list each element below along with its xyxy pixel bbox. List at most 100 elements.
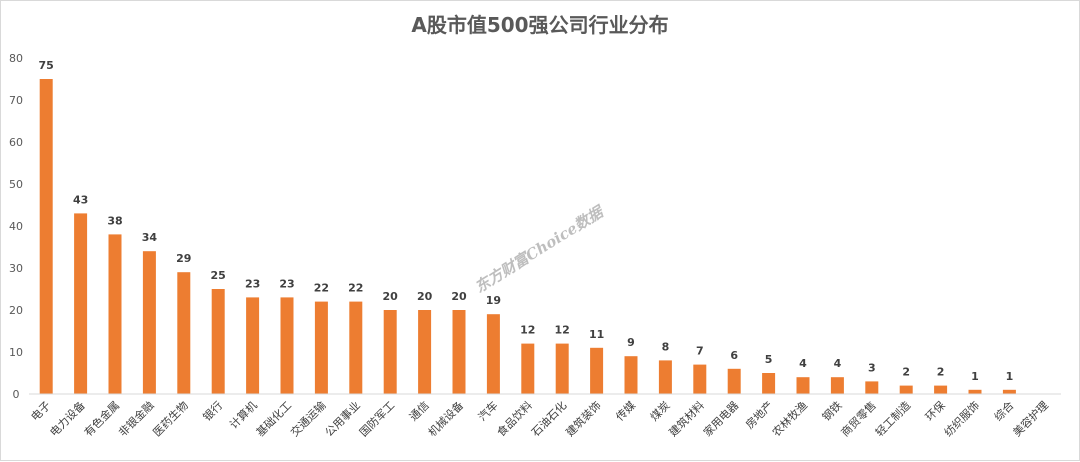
data-label: 20	[451, 290, 467, 303]
data-label: 4	[799, 357, 807, 370]
x-tick-label: 电力设备	[47, 398, 88, 439]
y-axis: 0 10 20 30 40 50 60 70 80	[9, 52, 23, 401]
data-label: 75	[39, 59, 54, 72]
data-label: 20	[383, 290, 399, 303]
bar	[830, 377, 844, 394]
y-tick-label: 60	[9, 136, 23, 149]
bar	[280, 297, 294, 394]
bar	[246, 297, 260, 394]
data-label: 11	[589, 328, 604, 341]
data-label: 7	[696, 345, 704, 358]
data-label: 12	[555, 324, 570, 337]
bar	[521, 343, 535, 394]
data-label: 1	[971, 370, 979, 383]
y-tick-label: 70	[9, 94, 23, 107]
y-tick-label: 50	[9, 178, 23, 191]
x-tick-label: 商贸零售	[838, 398, 879, 439]
bar	[968, 389, 982, 394]
bar	[211, 289, 225, 394]
bar	[762, 373, 776, 394]
data-label: 23	[245, 277, 260, 290]
bar	[314, 301, 328, 394]
data-label: 2	[902, 366, 910, 379]
bar	[934, 385, 948, 394]
bar	[590, 347, 604, 394]
x-tick-label: 钢铁	[820, 399, 845, 424]
data-label: 23	[279, 277, 294, 290]
data-label: 20	[417, 290, 433, 303]
data-label: 9	[627, 336, 635, 349]
y-tick-label: 10	[9, 346, 23, 359]
data-label: 8	[662, 340, 670, 353]
data-label: 5	[765, 353, 773, 366]
data-label: 6	[730, 349, 738, 362]
x-tick-label: 房地产	[742, 398, 775, 431]
data-label: 38	[107, 214, 122, 227]
y-tick-label: 0	[13, 388, 20, 401]
chart-title: A股市值500强公司行业分布	[411, 13, 669, 37]
x-tick-label: 公用事业	[323, 399, 363, 439]
bar	[555, 343, 569, 394]
x-tick-label: 机械设备	[425, 398, 466, 439]
bar	[418, 310, 432, 394]
bar	[177, 272, 191, 394]
x-tick-label: 石油石化	[528, 398, 569, 439]
bar	[899, 385, 913, 394]
data-label: 12	[520, 324, 535, 337]
y-tick-label: 30	[9, 262, 23, 275]
data-label: 25	[211, 269, 226, 282]
x-tick-label: 有色金属	[81, 398, 122, 439]
x-tick-label: 环保	[922, 398, 947, 423]
x-tick-label: 纺织服饰	[941, 398, 982, 439]
data-label: 4	[834, 357, 842, 370]
bar	[108, 234, 122, 394]
bar	[658, 360, 672, 394]
bar	[624, 356, 638, 394]
bar	[727, 368, 741, 394]
x-tick-label: 传媒	[613, 399, 638, 424]
x-tick-label: 综合	[991, 398, 1016, 423]
watermark-text: 东方财富Choice数据	[472, 202, 609, 297]
x-tick-label: 家用电器	[700, 398, 741, 439]
bar	[452, 310, 466, 394]
x-tick-label: 建筑装饰	[563, 398, 604, 439]
x-tick-label: 食品饮料	[494, 398, 535, 439]
bar	[693, 364, 707, 394]
x-tick-label: 交通运输	[288, 398, 329, 439]
data-label: 3	[868, 361, 876, 374]
bar	[1002, 389, 1016, 394]
data-label: 22	[314, 282, 329, 295]
bar	[796, 377, 810, 394]
bar	[39, 79, 53, 394]
x-tick-label: 煤炭	[648, 399, 673, 424]
bar	[865, 381, 879, 394]
x-tick-label: 电子	[29, 399, 54, 424]
x-tick-label: 建筑材料	[666, 398, 707, 439]
data-label: 43	[73, 193, 88, 206]
x-tick-label: 汽车	[475, 398, 500, 423]
x-tick-label: 非银金融	[116, 398, 157, 439]
data-label: 19	[486, 294, 501, 307]
data-label: 29	[176, 252, 191, 265]
x-tick-label: 计算机	[226, 398, 259, 431]
bar	[383, 310, 397, 394]
bar	[142, 251, 156, 394]
bar	[349, 301, 363, 394]
x-tick-label: 农林牧渔	[769, 398, 810, 439]
x-tick-label: 轻工制造	[872, 398, 913, 439]
data-label: 1	[1006, 370, 1014, 383]
x-tick-label: 基础化工	[253, 398, 294, 439]
x-tick-label: 医药生物	[150, 398, 191, 439]
y-tick-label: 80	[9, 52, 23, 65]
x-axis: 电子电力设备有色金属非银金融医药生物 银行 计算机基础化工交通运输公用事业国防军工通…	[29, 393, 1061, 439]
bar	[486, 314, 500, 394]
x-tick-label: 银行	[200, 398, 225, 423]
data-label: 22	[348, 282, 363, 295]
data-label: 34	[142, 231, 158, 244]
bar	[74, 213, 88, 394]
y-tick-label: 40	[9, 220, 23, 233]
x-tick-label: 国防军工	[356, 398, 397, 439]
